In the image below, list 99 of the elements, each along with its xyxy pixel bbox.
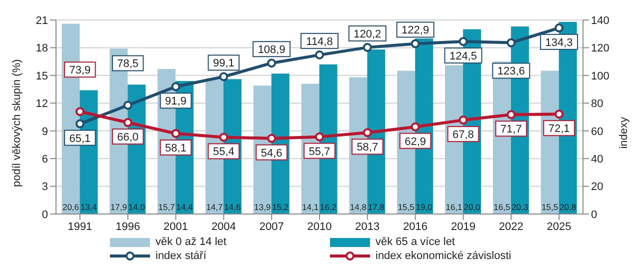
legend-label: index stáří	[156, 250, 206, 262]
point	[362, 42, 372, 52]
y2-tick-label: 100	[591, 70, 610, 82]
point	[315, 50, 324, 60]
x-tick-label: 2004	[211, 220, 236, 233]
y-tick-label: 18	[36, 42, 48, 55]
data-label: 99,1	[212, 58, 234, 70]
y2-tick-label: 140	[591, 14, 610, 27]
data-label: 14,7	[206, 202, 224, 212]
data-label: 73,9	[69, 64, 91, 77]
y2-tick-label: 120	[591, 42, 610, 55]
data-label: 19,0	[416, 202, 433, 212]
data-label: 14,1	[302, 202, 319, 212]
data-label: 66,0	[117, 132, 139, 144]
data-label: 15,2	[272, 202, 289, 212]
data-label: 124,5	[449, 50, 477, 62]
data-label: 14,0	[128, 202, 146, 212]
y2-tick-label: 40	[591, 153, 604, 166]
point	[362, 128, 372, 138]
data-label: 14,4	[176, 202, 194, 212]
data-label: 13,9	[254, 202, 271, 212]
x-tick-label: 1991	[68, 220, 92, 233]
point	[506, 110, 516, 120]
point	[554, 23, 564, 32]
data-label: 122,9	[402, 24, 430, 37]
y2-tick-label: 80	[591, 98, 604, 110]
data-label: 20,3	[512, 202, 528, 212]
data-label: 16,2	[320, 202, 337, 212]
point	[123, 118, 132, 128]
y-tick-label: 9	[42, 126, 48, 138]
data-label: 58,1	[165, 142, 186, 154]
data-label: 78,5	[117, 58, 139, 70]
x-tick-label: 2001	[164, 220, 188, 233]
data-label: 55,4	[212, 146, 234, 158]
data-label: 16,5	[494, 202, 510, 212]
point	[315, 132, 324, 142]
point	[554, 110, 564, 119]
data-label: 14,6	[224, 202, 242, 212]
y2-tick-label: 60	[591, 126, 604, 138]
point	[75, 107, 84, 116]
legend-label: věk 65 a více let	[376, 236, 455, 248]
data-label: 108,9	[258, 44, 286, 56]
data-label: 134,3	[545, 36, 573, 49]
x-tick-label: 1996	[116, 220, 140, 233]
x-tick-label: 2022	[498, 220, 524, 233]
data-label: 20,8	[560, 202, 576, 212]
point	[171, 82, 180, 92]
data-label: 114,8	[306, 36, 333, 48]
data-label: 15,5	[398, 202, 415, 212]
y-tick-label: 21	[36, 14, 48, 27]
x-tick-label: 2010	[307, 220, 332, 233]
data-label: 58,7	[356, 142, 378, 154]
data-label: 67,8	[452, 129, 474, 142]
data-label: 123,6	[497, 66, 525, 78]
data-label: 71,7	[500, 124, 522, 136]
point	[219, 132, 228, 142]
x-tick-label: 2016	[403, 220, 428, 233]
data-label: 14,8	[350, 202, 367, 212]
x-tick-label: 2019	[450, 220, 476, 233]
legend-label: věk 0 až 14 let	[156, 236, 226, 248]
point	[75, 119, 84, 128]
data-label: 15,7	[158, 202, 176, 212]
data-label: 15,5	[542, 202, 558, 212]
legend-label: index ekonomické závislosti	[376, 250, 512, 262]
x-tick-label: 2013	[355, 220, 380, 233]
data-label: 120,2	[354, 28, 382, 40]
data-label: 55,7	[308, 146, 330, 158]
data-label: 54,6	[260, 147, 282, 160]
data-label: 13,4	[80, 202, 98, 212]
y2-tick-label: 0	[591, 208, 598, 221]
y-tick-label: 6	[42, 153, 48, 166]
data-label: 17,9	[110, 202, 128, 212]
data-label: 17,8	[368, 202, 385, 212]
data-label: 20,6	[62, 202, 80, 212]
y-tick-label: 15	[36, 70, 48, 82]
point	[458, 116, 468, 125]
x-tick-label: 2007	[259, 220, 284, 233]
y2-tick-label: 20	[591, 181, 604, 194]
data-label: 72,1	[548, 123, 570, 136]
point	[171, 128, 180, 138]
x-tick-label: 2025	[546, 220, 572, 233]
point	[267, 58, 276, 68]
point	[458, 36, 468, 46]
point	[267, 134, 276, 143]
point	[123, 100, 132, 110]
data-label: 62,9	[404, 136, 426, 148]
y-tick-label: 12	[36, 98, 48, 110]
data-label: 20,0	[464, 202, 481, 212]
y2-axis-title: indexy	[618, 116, 630, 149]
point	[410, 122, 420, 132]
data-label: 91,9	[165, 96, 186, 108]
data-label: 65,1	[69, 132, 91, 145]
point	[219, 72, 228, 82]
point	[506, 38, 516, 48]
y-tick-label: 3	[42, 181, 48, 194]
point	[410, 39, 420, 48]
y-axis-title: podíl věkových skupin (%)	[10, 59, 23, 187]
y-tick-label: 0	[42, 208, 48, 221]
data-label: 16,1	[446, 202, 463, 212]
